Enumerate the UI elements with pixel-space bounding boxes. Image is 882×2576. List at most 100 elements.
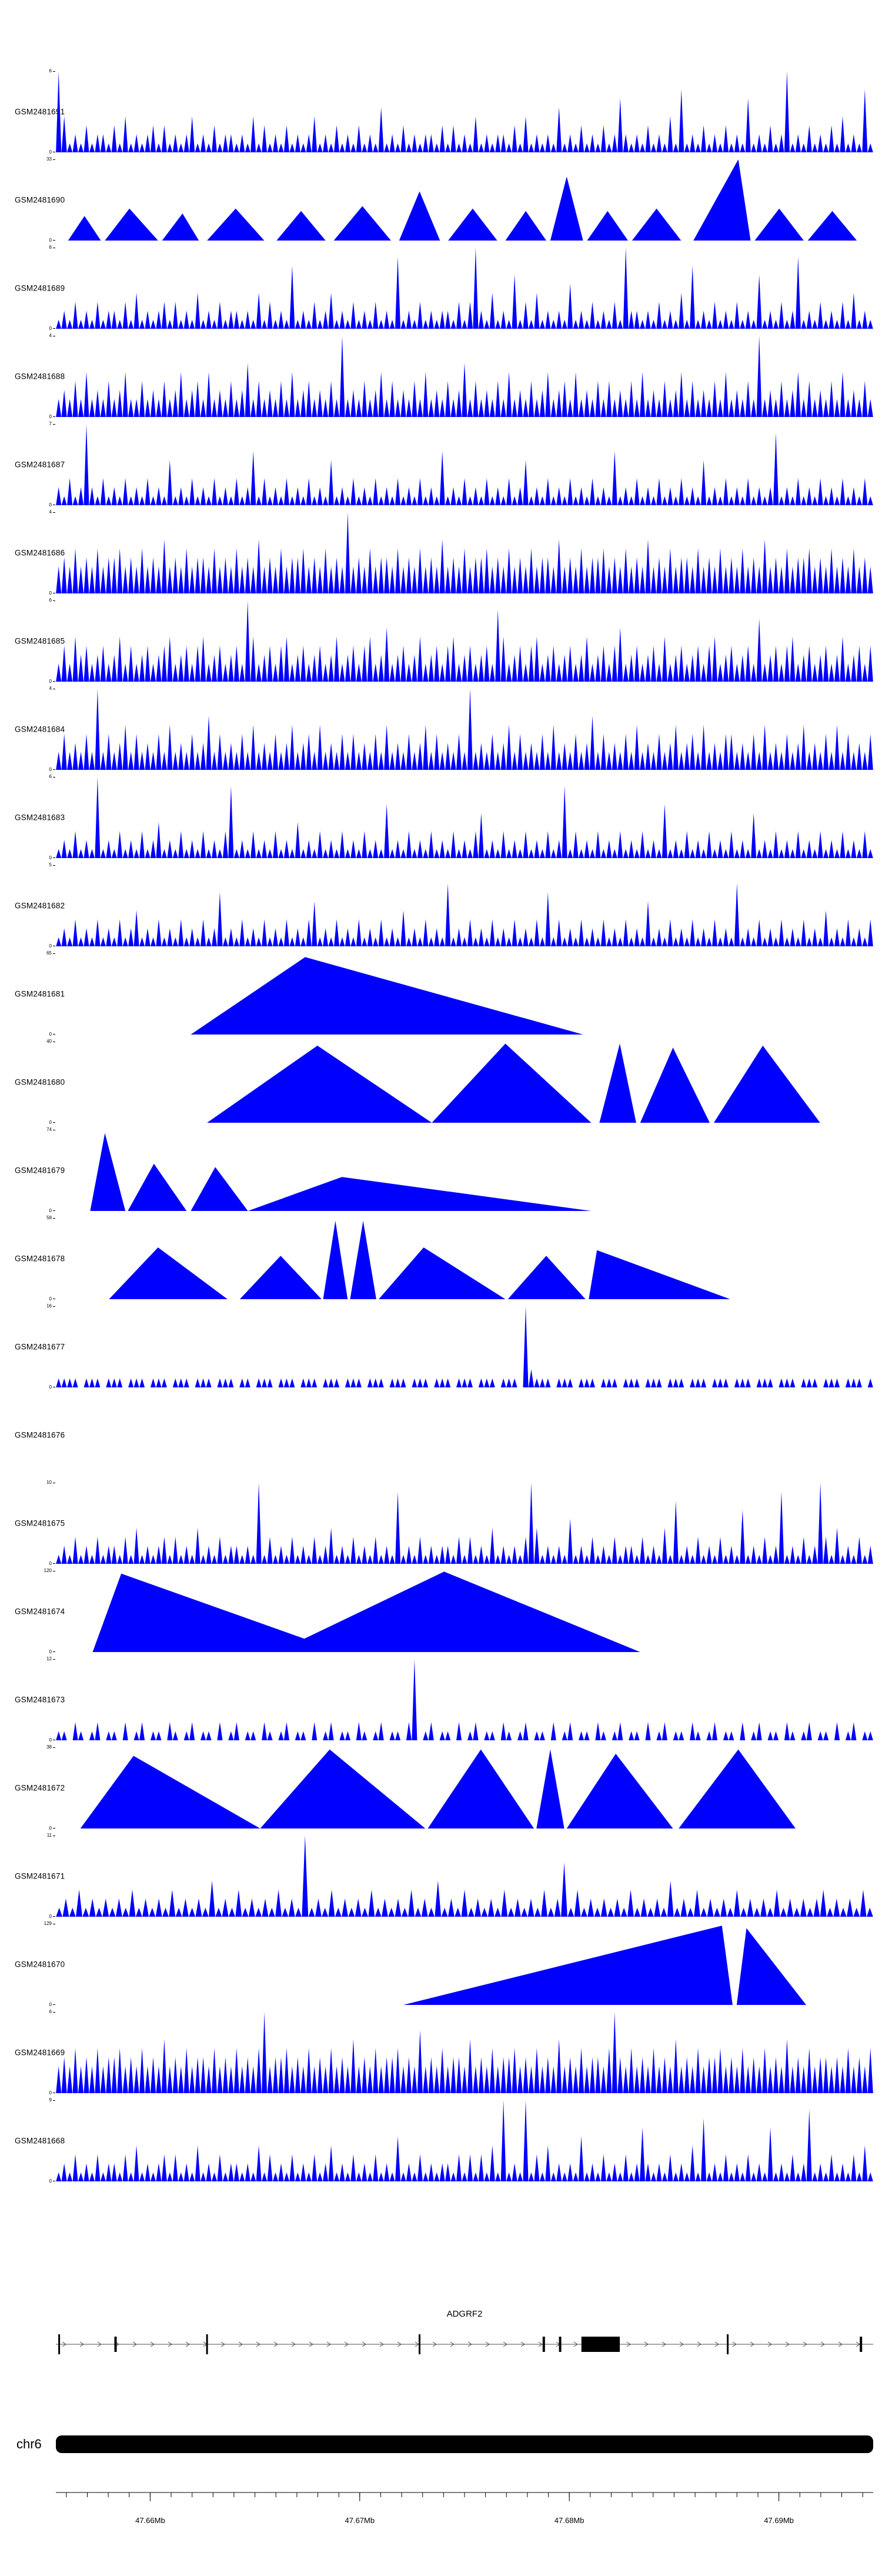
y-axis-max-tick: [53, 1306, 55, 1307]
signal-polygon: [191, 1167, 248, 1211]
y-axis-min-label: 0: [49, 590, 52, 596]
track-row-gsm2481668: GSM2481668 9 0: [0, 2097, 882, 2185]
track-signal-plot: [56, 512, 873, 593]
track-signal-plot: [56, 1836, 873, 1917]
exon-marks: [58, 2334, 863, 2354]
y-axis-min-label: 0: [49, 1561, 52, 1566]
track-row-gsm2481680: GSM2481680 40 0: [0, 1038, 882, 1126]
y-axis-max-label: 7: [49, 421, 52, 426]
signal-polygon: [56, 2012, 873, 2093]
y-axis-max-label: 4: [49, 509, 52, 515]
y-axis-min-tick: [53, 1563, 55, 1564]
y-axis-max-label: 120: [44, 1568, 52, 1573]
track-row-gsm2481670: GSM2481670 129 0: [0, 1920, 882, 2008]
track-row-gsm2481671: GSM2481671 11 0: [0, 1832, 882, 1920]
y-axis-min-tick: [53, 1916, 55, 1917]
signal-polygon: [632, 208, 681, 241]
track-signal-plot: [56, 689, 873, 770]
y-axis-max-label: 33: [46, 156, 52, 162]
track-row-gsm2481669: GSM2481669 6 0: [0, 2008, 882, 2097]
signal-polygon: [56, 600, 873, 682]
track-row-gsm2481686: GSM2481686 4 0: [0, 509, 882, 597]
track-label: GSM2481676: [15, 1430, 65, 1440]
track-row-gsm2481678: GSM2481678 58 0: [0, 1214, 882, 1303]
track-row-gsm2481679: GSM2481679 74 0: [0, 1126, 882, 1214]
y-axis-max-label: 58: [46, 1215, 52, 1220]
track-label: GSM2481672: [15, 1783, 65, 1793]
track-signal-plot: [68, 159, 857, 241]
axis-tick-label: 47.66Mb: [135, 2516, 165, 2525]
track-label: GSM2481668: [15, 2136, 65, 2145]
y-axis-max-label: 38: [46, 1744, 52, 1750]
signal-polygon: [640, 1047, 710, 1123]
y-axis-min-label: 0: [49, 679, 52, 684]
y-axis-min-label: 0: [49, 326, 52, 331]
y-axis-min-label: 0: [49, 1649, 52, 1654]
signal-polygon: [599, 1043, 636, 1123]
signal-polygon: [56, 1659, 873, 1740]
track-row-gsm2481674: GSM2481674 120 0: [0, 1567, 882, 1656]
coverage-tracks-container: GSM2481691 6 0 GSM2481690 33 0 GSM2481689 6 0 GSM…: [0, 68, 882, 2185]
y-axis-max-label: 74: [46, 1127, 52, 1132]
signal-polygon: [207, 208, 265, 241]
y-axis-min-label: 0: [49, 2090, 52, 2095]
y-axis-min-tick: [53, 416, 55, 417]
y-axis-max-label: 6: [49, 2009, 52, 2014]
signal-polygon: [109, 1247, 228, 1299]
signal-polygon: [507, 1256, 586, 1299]
signal-polygon: [693, 159, 751, 241]
signal-polygon: [427, 1749, 534, 1828]
signal-polygon: [566, 1753, 673, 1828]
track-label: GSM2481681: [15, 989, 65, 999]
track-row-gsm2481673: GSM2481673 12 0: [0, 1656, 882, 1744]
signal-polygon: [56, 1483, 873, 1564]
track-label: GSM2481682: [15, 901, 65, 910]
signal-polygon: [56, 512, 873, 593]
signal-polygon: [260, 1749, 426, 1828]
signal-polygon: [403, 1926, 733, 2005]
track-label: GSM2481671: [15, 1871, 65, 1881]
y-axis-min-tick: [53, 1122, 55, 1123]
track-label: GSM2481677: [15, 1342, 65, 1352]
track-row-gsm2481688: GSM2481688 4 0: [0, 332, 882, 421]
y-axis-min-tick: [53, 1210, 55, 1211]
signal-polygon: [92, 1573, 342, 1652]
y-axis-min-label: 0: [49, 2178, 52, 2184]
track-signal-plot: [56, 1306, 873, 1387]
signal-polygon: [90, 1133, 126, 1211]
axis-tick-label: 47.68Mb: [554, 2516, 584, 2525]
y-axis-min-tick: [53, 1034, 55, 1035]
track-row-gsm2481690: GSM2481690 33 0: [0, 156, 882, 244]
track-label: GSM2481679: [15, 1166, 65, 1175]
y-axis-min-tick: [53, 769, 55, 770]
y-axis-max-label: 65: [46, 950, 52, 956]
gene-model-track: [56, 2334, 873, 2354]
track-signal-plot: [56, 2100, 873, 2181]
track-signal-plot: [56, 248, 873, 329]
y-axis-max-label: 5: [49, 862, 52, 867]
signal-polygon: [56, 336, 873, 417]
signal-polygon: [550, 176, 583, 241]
track-row-gsm2481683: GSM2481683 6 0: [0, 773, 882, 862]
y-axis-min-label: 0: [49, 1914, 52, 1919]
y-axis-min-label: 0: [49, 1384, 52, 1390]
signal-polygon: [399, 191, 440, 241]
track-row-gsm2481687: GSM2481687 7 0: [0, 421, 882, 509]
y-axis-max-label: 12: [46, 1656, 52, 1661]
y-axis-min-tick: [53, 681, 55, 682]
signal-polygon: [56, 1306, 873, 1387]
signal-polygon: [323, 1220, 348, 1299]
track-row-gsm2481682: GSM2481682 5 0: [0, 862, 882, 950]
y-axis-max-tick: [53, 71, 55, 72]
track-signal-plot: [92, 1571, 640, 1652]
signal-polygon: [379, 1247, 506, 1299]
y-axis-max-label: 6: [49, 598, 52, 603]
track-label: GSM2481687: [15, 460, 65, 469]
signal-polygon: [56, 777, 873, 858]
track-label: GSM2481669: [15, 2048, 65, 2057]
y-axis-max-tick: [53, 1659, 55, 1660]
signal-polygon: [248, 1177, 592, 1211]
signal-polygon: [56, 71, 873, 152]
track-signal-plot: [56, 600, 873, 682]
signal-polygon: [589, 1250, 730, 1299]
